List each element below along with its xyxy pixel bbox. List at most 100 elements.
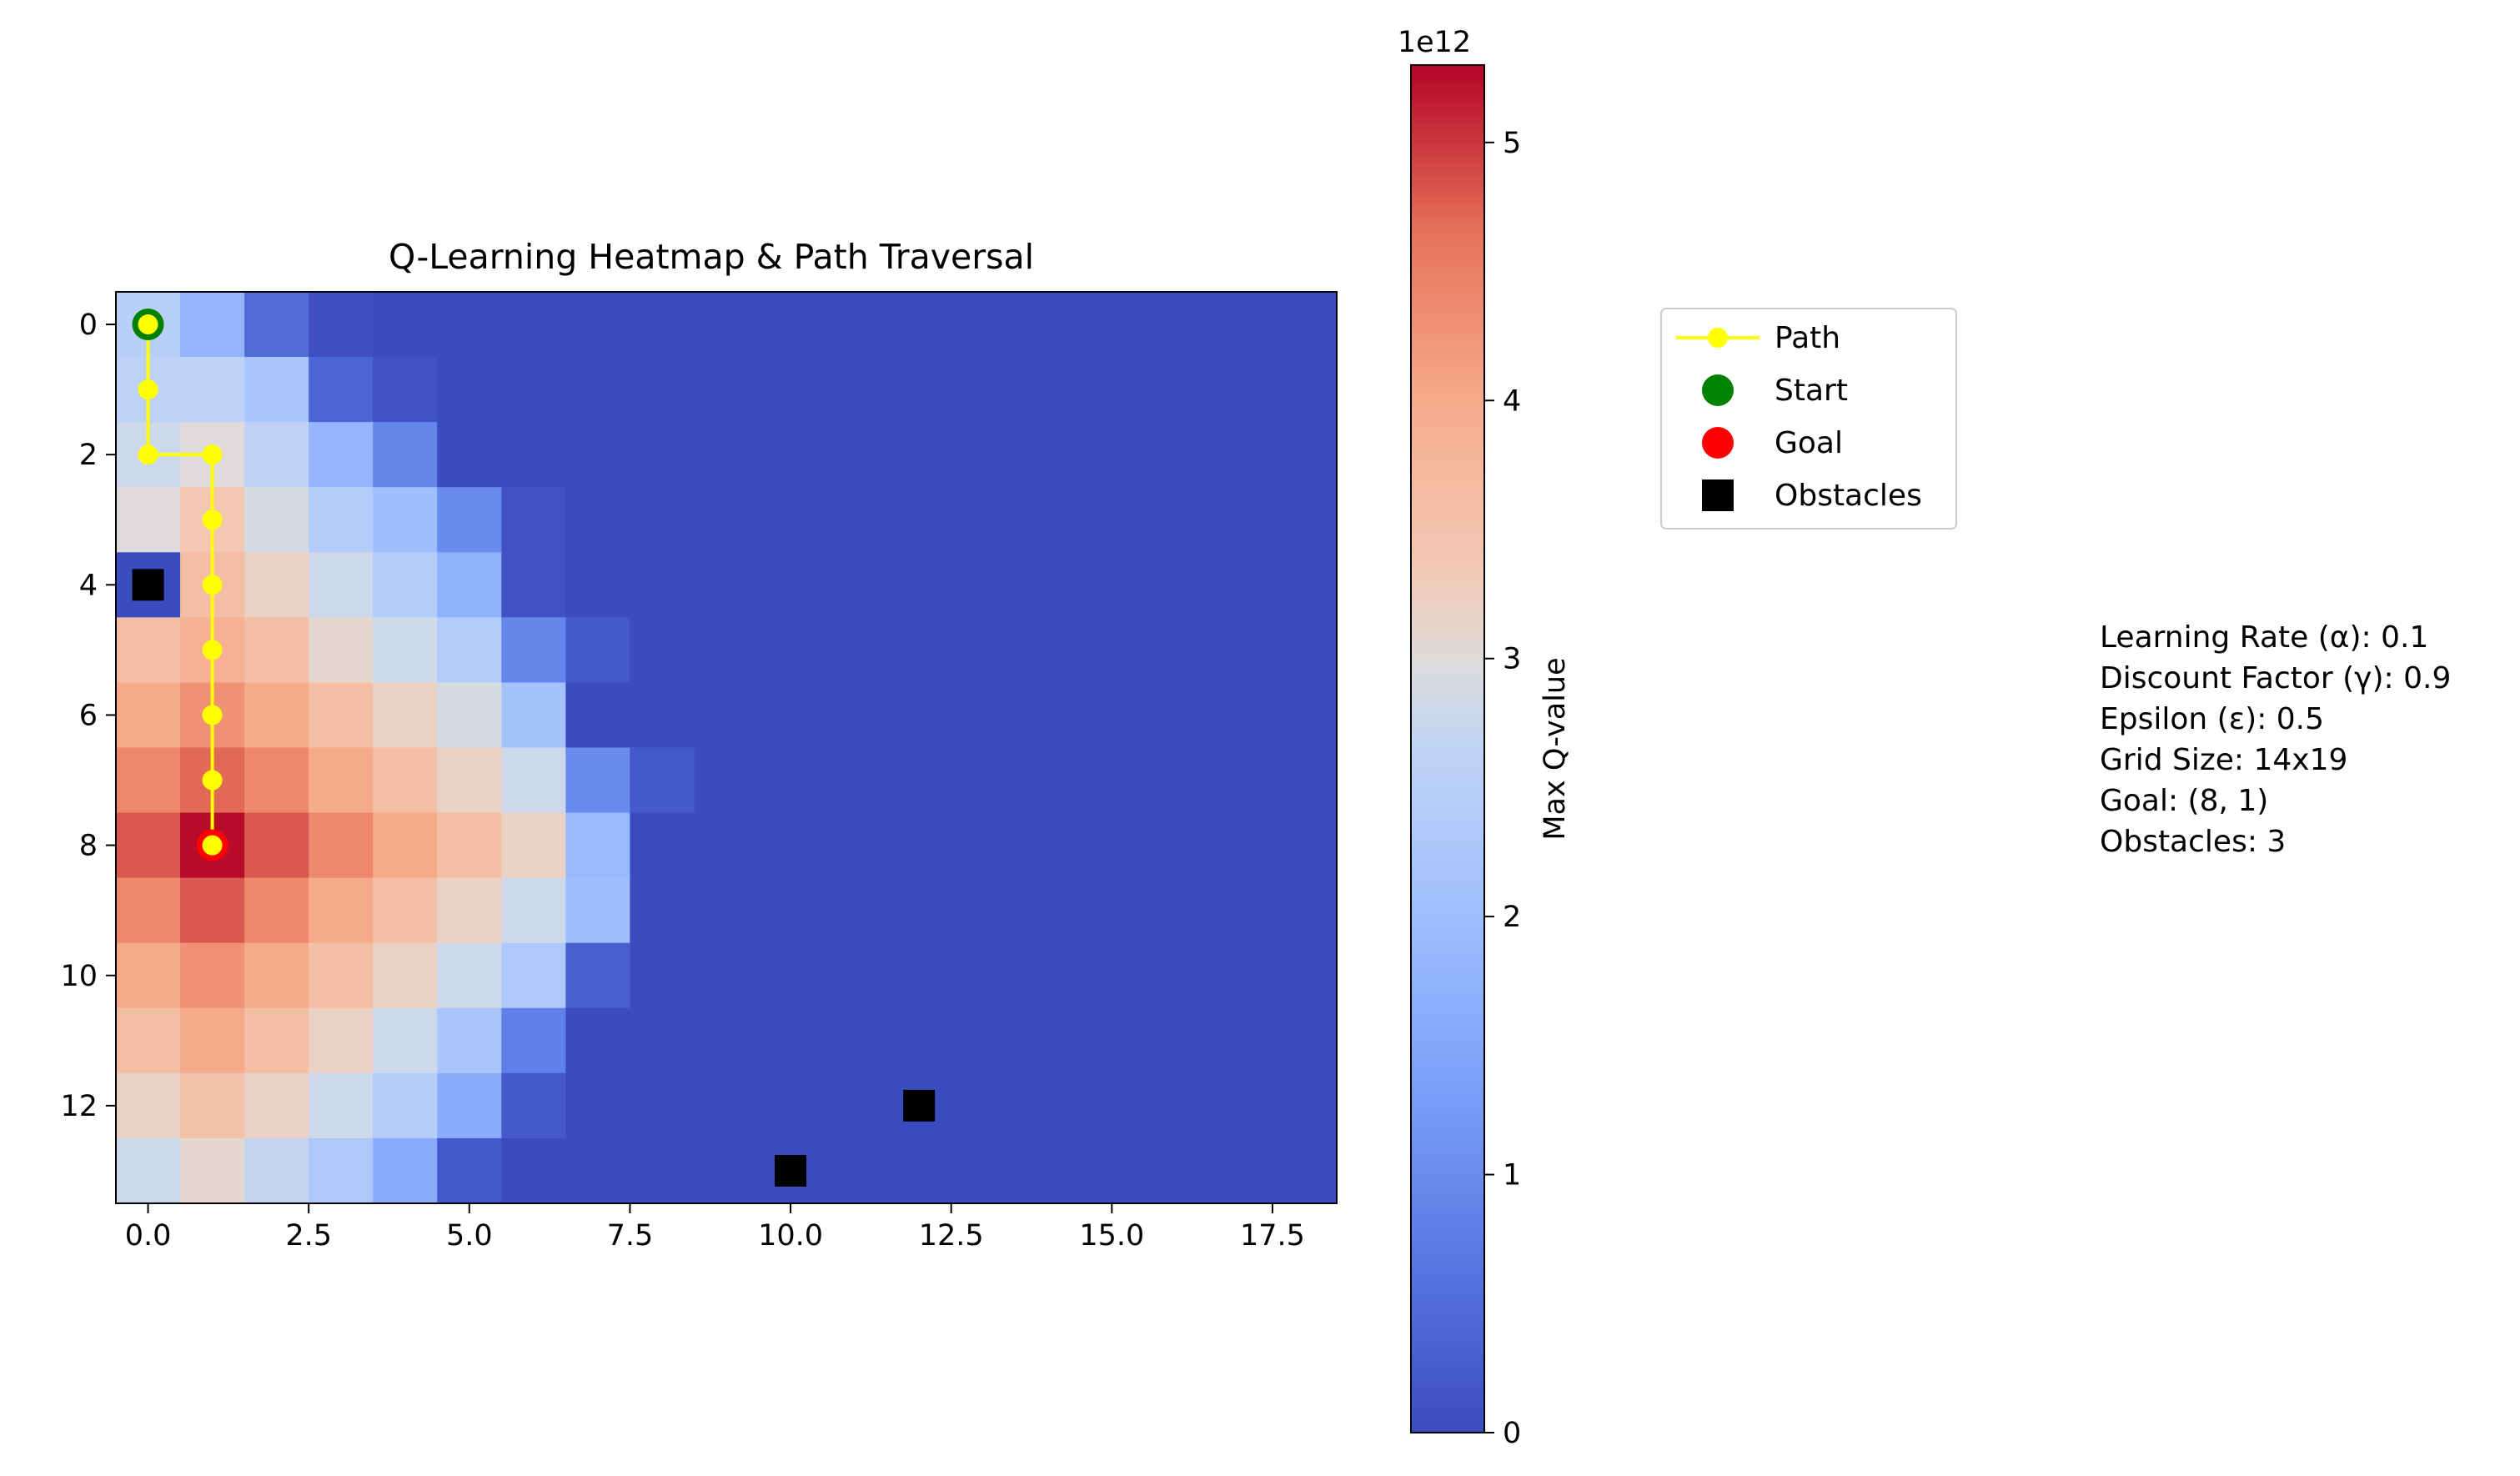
x-tick-label: 7.5: [607, 1219, 654, 1253]
heatmap-cell: [758, 487, 824, 553]
heatmap-cell: [501, 487, 566, 553]
heatmap-cell: [1143, 747, 1209, 814]
heatmap-cell: [758, 357, 824, 423]
x-tick-label: 0.0: [125, 1219, 172, 1253]
info-line: Grid Size: 14x19: [2100, 743, 2347, 777]
heatmap-cell: [1143, 1137, 1209, 1204]
heatmap-cell: [1207, 552, 1273, 618]
heatmap-cell: [1272, 552, 1338, 618]
heatmap-cell: [951, 682, 1017, 749]
heatmap-cell: [694, 877, 760, 944]
x-axis: 0.0 2.5 5.0 7.5 10.0 12.5 15.0 17.5: [125, 1203, 1305, 1253]
heatmap-cell: [1207, 1137, 1273, 1204]
info-text: Learning Rate (α): 0.1 Discount Factor (γ…: [2100, 620, 2451, 859]
heatmap-cell: [244, 812, 309, 879]
heatmap-cell: [565, 487, 631, 553]
heatmap-cell: [1272, 942, 1338, 1009]
y-tick-label: 4: [79, 569, 98, 602]
y-axis: 0 2 4 6 8 10 12: [60, 309, 116, 1123]
colorbar: [1410, 64, 1485, 1433]
heatmap-cell: [1272, 682, 1338, 749]
heatmap-cell: [1143, 877, 1209, 944]
heatmap-cell: [758, 812, 824, 879]
heatmap-cell: [822, 942, 888, 1009]
path-point: [202, 510, 223, 530]
heatmap-cell: [180, 1137, 245, 1204]
heatmap-cell: [630, 357, 695, 423]
heatmap-cell: [951, 487, 1017, 553]
heatmap-cell: [1207, 357, 1273, 423]
heatmap-cell: [244, 552, 309, 618]
heatmap-cell: [437, 877, 502, 944]
x-tick-label: 2.5: [285, 1219, 332, 1253]
y-tick-label: 0: [79, 309, 98, 342]
heatmap-cell: [886, 422, 952, 488]
heatmap-cell: [1272, 747, 1338, 814]
heatmap-cell: [309, 357, 374, 423]
heatmap-cell: [630, 1007, 695, 1074]
heatmap-cell: [886, 552, 952, 618]
info-line: Goal: (8, 1): [2100, 784, 2268, 818]
legend-label: Goal: [1775, 426, 1843, 460]
heatmap-cell: [1015, 292, 1081, 358]
heatmap-cell: [116, 1072, 181, 1139]
heatmap-cell: [630, 812, 695, 879]
heatmap-cell: [630, 617, 695, 684]
heatmap-cell: [437, 1007, 502, 1074]
path-point: [138, 314, 158, 335]
heatmap-cell: [565, 812, 631, 879]
heatmap-cell: [1272, 357, 1338, 423]
heatmap-cell: [694, 682, 760, 749]
heatmap-cell: [1015, 1072, 1081, 1139]
heatmap-cell: [437, 422, 502, 488]
plot-frame: [115, 291, 1338, 1204]
heatmap-cell: [1143, 942, 1209, 1009]
heatmap-cell: [758, 1072, 824, 1139]
path-point: [202, 575, 223, 595]
heatmap-cell: [694, 487, 760, 553]
heatmap-cell: [116, 1137, 181, 1204]
x-tick-label: 10.0: [758, 1219, 823, 1253]
heatmap-cell: [694, 747, 760, 814]
heatmap-cell: [1207, 422, 1273, 488]
heatmap-cell: [437, 292, 502, 358]
heatmap-cell: [309, 812, 374, 879]
heatmap-cell: [1272, 1072, 1338, 1139]
heatmap-cell: [244, 1137, 309, 1204]
heatmap-cell: [501, 812, 566, 879]
y-tick-label: 12: [60, 1090, 98, 1123]
heatmap-cell: [180, 357, 245, 423]
heatmap-cell: [437, 1137, 502, 1204]
heatmap-cell: [437, 747, 502, 814]
heatmap-cell: [1143, 1007, 1209, 1074]
heatmap-cell: [758, 747, 824, 814]
heatmap-cell: [373, 552, 438, 618]
heatmap-cell: [630, 747, 695, 814]
heatmap-cell: [630, 422, 695, 488]
heatmap-cell: [1207, 292, 1273, 358]
heatmap-cell: [437, 1072, 502, 1139]
heatmap-cell: [244, 422, 309, 488]
heatmap-cell: [309, 682, 374, 749]
heatmap-cell: [373, 942, 438, 1009]
info-line: Learning Rate (α): 0.1: [2100, 620, 2428, 655]
path-polyline: [146, 324, 214, 846]
colorbar-tick-label: 2: [1503, 901, 1521, 934]
heatmap-cell: [1079, 487, 1145, 553]
heatmap-cell: [758, 877, 824, 944]
heatmap-cell: [951, 1137, 1017, 1204]
heatmap-cell: [1272, 292, 1338, 358]
heatmap-cell: [373, 682, 438, 749]
heatmap-cell: [244, 682, 309, 749]
heatmap-cell: [565, 422, 631, 488]
heatmap-cell: [1207, 877, 1273, 944]
heatmap-cell: [1079, 357, 1145, 423]
heatmap-cell: [758, 292, 824, 358]
heatmap-cell: [565, 1007, 631, 1074]
heatmap-cell: [116, 1007, 181, 1074]
heatmap-cell: [437, 942, 502, 1009]
heatmap-cell: [822, 1137, 888, 1204]
heatmap-cell: [822, 487, 888, 553]
heatmap-cell: [886, 357, 952, 423]
heatmap-cell: [565, 292, 631, 358]
